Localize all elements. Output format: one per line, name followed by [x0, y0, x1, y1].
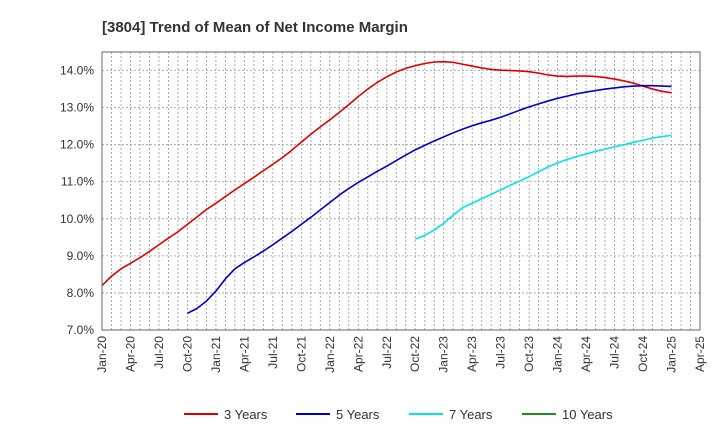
legend-label: 10 Years — [562, 407, 613, 422]
series-line-7-years — [414, 134, 672, 240]
x-tick-label: Apr-21 — [237, 336, 251, 372]
x-tick-label: Apr-24 — [579, 336, 593, 372]
legend: 3 Years 5 Years 7 Years 10 Years — [184, 407, 613, 422]
x-axis-tick-labels: Jan-20 Apr-20 Jul-20 Oct-20 Jan-21 Apr-21 Jul-… — [95, 336, 707, 373]
x-tick-label: Oct-23 — [522, 336, 536, 372]
y-tick-label: 12.0% — [60, 138, 94, 152]
series-lines — [101, 60, 672, 315]
chart-title: [3804] Trend of Mean of Net Income Margi… — [102, 19, 408, 36]
x-tick-label: Oct-21 — [294, 336, 308, 372]
y-axis-tick-labels: 7.0% 8.0% 9.0% 10.0% 11.0% 12.0% 13.0% 14.0% — [60, 64, 94, 337]
y-tick-label: 7.0% — [67, 323, 95, 337]
x-tick-label: Jan-23 — [437, 336, 451, 373]
x-tick-label: Apr-23 — [465, 336, 479, 372]
series-line-3-years — [101, 60, 672, 287]
plot-area-frame — [101, 51, 701, 331]
y-tick-label: 14.0% — [60, 64, 94, 78]
grid-lines — [102, 52, 700, 331]
x-tick-label: Oct-20 — [180, 336, 194, 372]
x-tick-label: Oct-24 — [636, 336, 650, 372]
legend-label: 5 Years — [336, 407, 380, 422]
x-tick-label: Apr-20 — [123, 336, 137, 372]
y-tick-label: 8.0% — [67, 286, 95, 300]
legend-label: 7 Years — [449, 407, 493, 422]
x-tick-label: Jan-22 — [323, 336, 337, 373]
x-tick-label: Jan-21 — [209, 336, 223, 373]
x-tick-label: Jan-25 — [665, 336, 679, 373]
x-tick-label: Oct-22 — [408, 336, 422, 372]
x-tick-label: Jan-20 — [95, 336, 109, 373]
x-tick-label: Apr-25 — [693, 336, 707, 372]
y-tick-label: 9.0% — [67, 249, 95, 263]
x-tick-label: Apr-22 — [351, 336, 365, 372]
y-tick-label: 11.0% — [61, 175, 94, 189]
x-tick-label: Jul-21 — [266, 336, 280, 369]
series-line-5-years — [187, 84, 672, 315]
x-tick-label: Jul-22 — [380, 336, 394, 369]
y-tick-label: 10.0% — [60, 212, 94, 226]
legend-label: 3 Years — [224, 407, 268, 422]
x-tick-label: Jul-23 — [494, 336, 508, 369]
x-tick-label: Jan-24 — [551, 336, 565, 373]
x-tick-label: Jul-20 — [152, 336, 166, 369]
x-tick-label: Jul-24 — [608, 336, 622, 369]
y-tick-label: 13.0% — [60, 101, 94, 115]
